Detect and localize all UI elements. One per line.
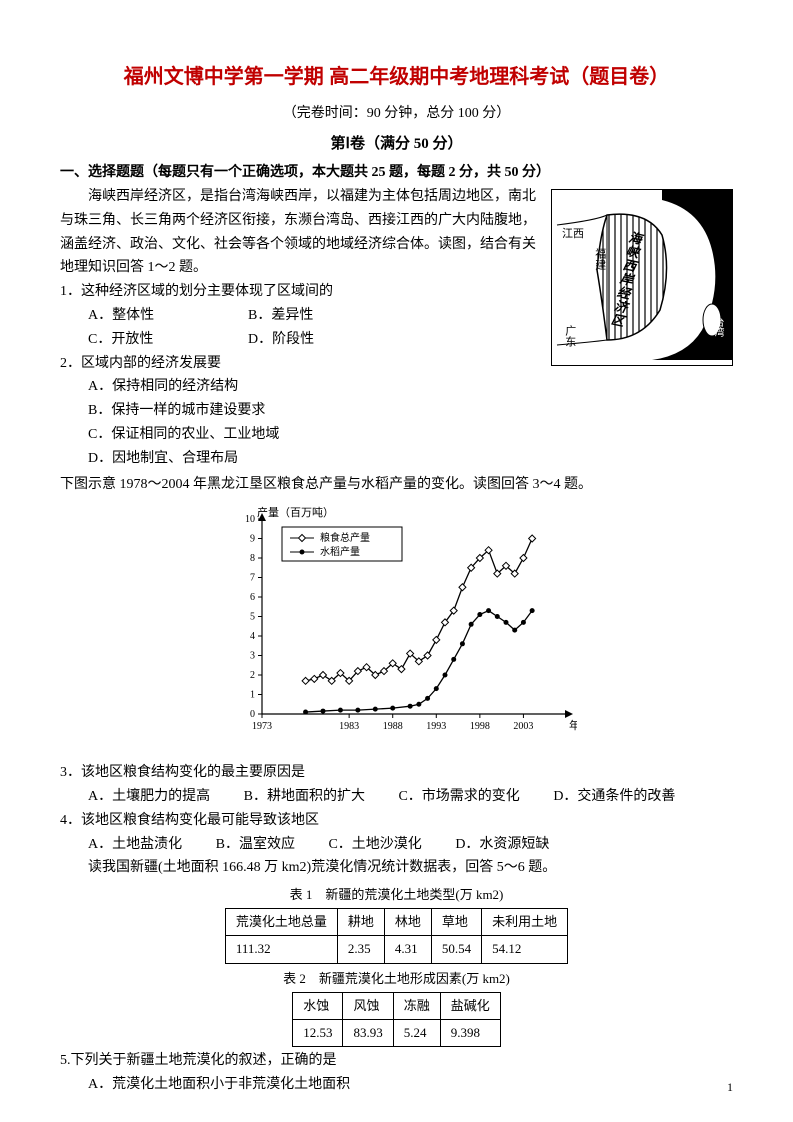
q1-options-row1: A．整体性 B．差异性 (60, 304, 541, 328)
q2-opt-a: A．保持相同的经济结构 (60, 375, 733, 399)
q5-opt-a: A．荒漠化土地面积小于非荒漠化土地面积 (60, 1073, 733, 1097)
passage-2: 下图示意 1978～2004 年黑龙江垦区粮食总产量与水稻产量的变化。读图回答 … (60, 473, 733, 497)
t2-c3: 9.398 (440, 1019, 500, 1046)
map-figure: 江西 浙江 福建 广东 台湾 台湾海峡 海峡西岸经济区 (551, 189, 733, 366)
q4-opt-d: D．水资源短缺 (455, 833, 549, 857)
t2-h1: 风蚀 (343, 992, 393, 1019)
t1-h1: 耕地 (337, 909, 384, 936)
q3-options: A．土壤肥力的提高 B．耕地面积的扩大 C．市场需求的变化 D．交通条件的改善 (60, 785, 733, 809)
table-1: 荒漠化土地总量 耕地 林地 草地 未利用土地 111.32 2.35 4.31 … (225, 908, 568, 963)
svg-text:1988: 1988 (382, 721, 402, 732)
svg-text:1983: 1983 (339, 721, 359, 732)
q4-options: A．土地盐渍化 B．温室效应 C．土地沙漠化 D．水资源短缺 (60, 833, 733, 857)
map-label-fujian: 福建 (590, 248, 609, 270)
t2-h3: 盐碱化 (440, 992, 500, 1019)
section-heading: 一、选择题题（每题只有一个正确选项，本大题共 25 题，每题 2 分，共 50 … (60, 161, 733, 185)
svg-text:4: 4 (250, 631, 255, 642)
page-title: 福州文博中学第一学期 高二年级期中考地理科考试（题目卷） (60, 60, 733, 94)
q3-opt-c: C．市场需求的变化 (398, 785, 519, 809)
svg-text:粮食总产量: 粮食总产量 (320, 531, 370, 544)
q1-opt-b: B．差异性 (248, 304, 313, 328)
q4-opt-a: A．土地盐渍化 (88, 833, 182, 857)
svg-text:6: 6 (250, 592, 255, 603)
svg-text:年份: 年份 (569, 718, 577, 732)
svg-text:1: 1 (250, 690, 255, 701)
q3-opt-d: D．交通条件的改善 (553, 785, 675, 809)
map-label-jiangxi: 江西 (562, 225, 584, 244)
table-2: 水蚀 风蚀 冻融 盐碱化 12.53 83.93 5.24 9.398 (292, 992, 501, 1047)
svg-text:7: 7 (250, 573, 255, 584)
t2-c2: 5.24 (393, 1019, 440, 1046)
svg-text:1973: 1973 (252, 721, 272, 732)
map-label-taiwan: 台湾 (709, 317, 726, 337)
table2-caption: 表 2 新疆荒漠化土地形成因素(万 km2) (60, 968, 733, 990)
svg-text:2: 2 (250, 670, 255, 681)
map-svg (552, 190, 732, 365)
exam-info: （完卷时间：90 分钟，总分 100 分） (60, 102, 733, 126)
t1-c3: 50.54 (431, 936, 481, 963)
q4-opt-b: B．温室效应 (216, 833, 295, 857)
table1-caption: 表 1 新疆的荒漠化土地类型(万 km2) (60, 884, 733, 906)
table-row: 111.32 2.35 4.31 50.54 54.12 (225, 936, 567, 963)
t1-c0: 111.32 (225, 936, 337, 963)
q4-stem: 4．该地区粮食结构变化最可能导致该地区 (60, 809, 733, 833)
chart-figure: 0 1 2 3 4 5 6 7 8 9 10 1973 1983 1988 1993 1998 2003 年份 产量… (60, 504, 733, 753)
t1-c4: 54.12 (482, 936, 568, 963)
t2-h0: 水蚀 (293, 992, 343, 1019)
passage-3: 读我国新疆(土地面积 166.48 万 km2)荒漠化情况统计数据表，回答 5～… (60, 856, 733, 880)
t2-h2: 冻融 (393, 992, 440, 1019)
q1-opt-a: A．整体性 (88, 304, 248, 328)
t1-h3: 草地 (431, 909, 481, 936)
svg-text:0: 0 (250, 709, 255, 720)
svg-text:8: 8 (250, 553, 255, 564)
q5-stem: 5.下列关于新疆土地荒漠化的叙述，正确的是 (60, 1049, 733, 1073)
q3-opt-b: B．耕地面积的扩大 (244, 785, 365, 809)
t1-h0: 荒漠化土地总量 (225, 909, 337, 936)
t1-h4: 未利用土地 (482, 909, 568, 936)
svg-text:1998: 1998 (469, 721, 489, 732)
q1-opt-c: C．开放性 (88, 328, 248, 352)
q2-opt-d: D．因地制宜、合理布局 (60, 447, 733, 471)
q2-opt-c: C．保证相同的农业、工业地域 (60, 423, 733, 447)
svg-text:产量（百万吨）: 产量（百万吨） (257, 505, 334, 519)
table-row: 荒漠化土地总量 耕地 林地 草地 未利用土地 (225, 909, 567, 936)
q1-options-row2: C．开放性 D．阶段性 (60, 328, 541, 352)
line-chart-svg: 0 1 2 3 4 5 6 7 8 9 10 1973 1983 1988 1993 1998 2003 年份 产量… (217, 504, 577, 744)
svg-text:3: 3 (250, 651, 255, 662)
table-row: 水蚀 风蚀 冻融 盐碱化 (293, 992, 501, 1019)
q3-stem: 3．该地区粮食结构变化的最主要原因是 (60, 761, 733, 785)
svg-text:5: 5 (250, 612, 255, 623)
svg-text:2003: 2003 (513, 721, 533, 732)
q2-opt-b: B．保持一样的城市建设要求 (60, 399, 733, 423)
part-title: 第Ⅰ卷（满分 50 分） (60, 132, 733, 158)
t2-c0: 12.53 (293, 1019, 343, 1046)
exam-page: 福州文博中学第一学期 高二年级期中考地理科考试（题目卷） （完卷时间：90 分钟… (0, 0, 793, 1122)
svg-text:10: 10 (245, 514, 255, 525)
t1-c2: 4.31 (384, 936, 431, 963)
svg-text:水稻产量: 水稻产量 (320, 545, 360, 558)
q4-opt-c: C．土地沙漠化 (328, 833, 421, 857)
q1-opt-d: D．阶段性 (248, 328, 314, 352)
map-label-zhejiang: 浙江 (698, 195, 720, 214)
page-number: 1 (727, 1077, 733, 1097)
svg-text:9: 9 (250, 534, 255, 545)
t2-c1: 83.93 (343, 1019, 393, 1046)
svg-text:1993: 1993 (426, 721, 446, 732)
t1-c1: 2.35 (337, 936, 384, 963)
map-label-strait: 台湾海峡 (679, 265, 696, 313)
map-label-guangdong: 广东 (560, 325, 579, 347)
q3-opt-a: A．土壤肥力的提高 (88, 785, 210, 809)
table-row: 12.53 83.93 5.24 9.398 (293, 1019, 501, 1046)
t1-h2: 林地 (384, 909, 431, 936)
